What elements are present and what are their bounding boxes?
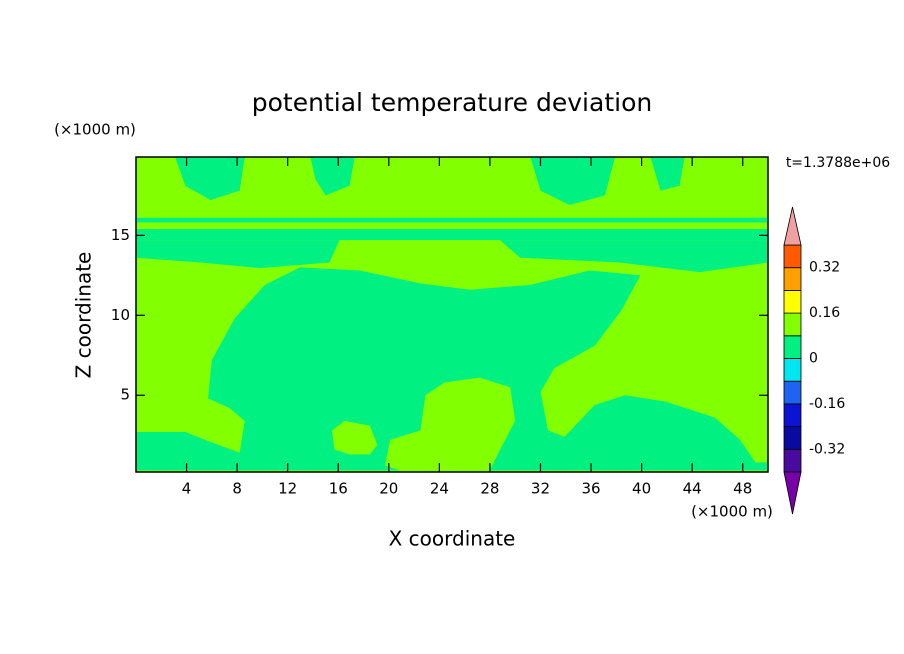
colorbar-extend-high: [783, 206, 802, 246]
contour-region: [385, 377, 516, 471]
colorbar-box: [783, 335, 802, 359]
x-tick-label: 12: [278, 480, 297, 498]
y-tick-label: 15: [111, 226, 130, 244]
x-tick-label: 16: [329, 480, 348, 498]
contour-region: [650, 157, 685, 191]
colorbar-box: [783, 448, 802, 473]
colorbar-tick-label: 0.32: [809, 260, 840, 276]
x-tick-label: 24: [430, 480, 449, 498]
contour-region: [530, 157, 616, 205]
colorbar-box: [783, 312, 802, 337]
x-tick-label: 44: [683, 480, 702, 498]
colorbar-box: [783, 426, 802, 450]
colorbar-box: [783, 403, 802, 427]
y-tick-label: 5: [120, 386, 130, 404]
x-tick-label: 4: [182, 480, 192, 498]
x-tick-label: 20: [379, 480, 398, 498]
x-tick-label: 40: [632, 480, 651, 498]
x-tick-label: 36: [581, 480, 600, 498]
contour-region: [500, 240, 768, 273]
colorbar-box: [783, 289, 802, 314]
y-tick-label: 10: [111, 306, 130, 324]
colorbar-box: [783, 380, 802, 405]
colorbar-tick-label: -0.32: [809, 441, 845, 457]
colorbar-tick-label: 0: [809, 351, 818, 367]
contour-region: [175, 157, 245, 201]
chart-title: potential temperature deviation: [252, 88, 652, 117]
contour-region: [331, 420, 378, 455]
colorbar-tick-label: -0.16: [809, 396, 845, 412]
x-tick-label: 8: [232, 480, 242, 498]
colorbar-box: [783, 267, 802, 291]
contour-region: [136, 267, 768, 471]
x-tick-label: 48: [733, 480, 752, 498]
x-unit: (×1000 m): [691, 503, 773, 521]
contour-region: [136, 240, 340, 269]
y-axis-label: Z coordinate: [72, 252, 96, 379]
plot-frame: [135, 156, 769, 473]
time-label: t=1.3788e+06: [786, 155, 890, 171]
x-tick-label: 28: [480, 480, 499, 498]
x-tick-label: 32: [531, 480, 550, 498]
colorbar-box: [783, 358, 802, 382]
y-unit: (×1000 m): [54, 121, 136, 139]
colorbar-extend-low: [783, 471, 802, 515]
colorbar-box: [783, 244, 802, 269]
contour-region: [136, 228, 768, 241]
contour-region: [310, 157, 355, 196]
x-axis-label: X coordinate: [389, 527, 516, 551]
contour-region: [136, 217, 768, 223]
colorbar-tick-label: 0.16: [809, 305, 840, 321]
